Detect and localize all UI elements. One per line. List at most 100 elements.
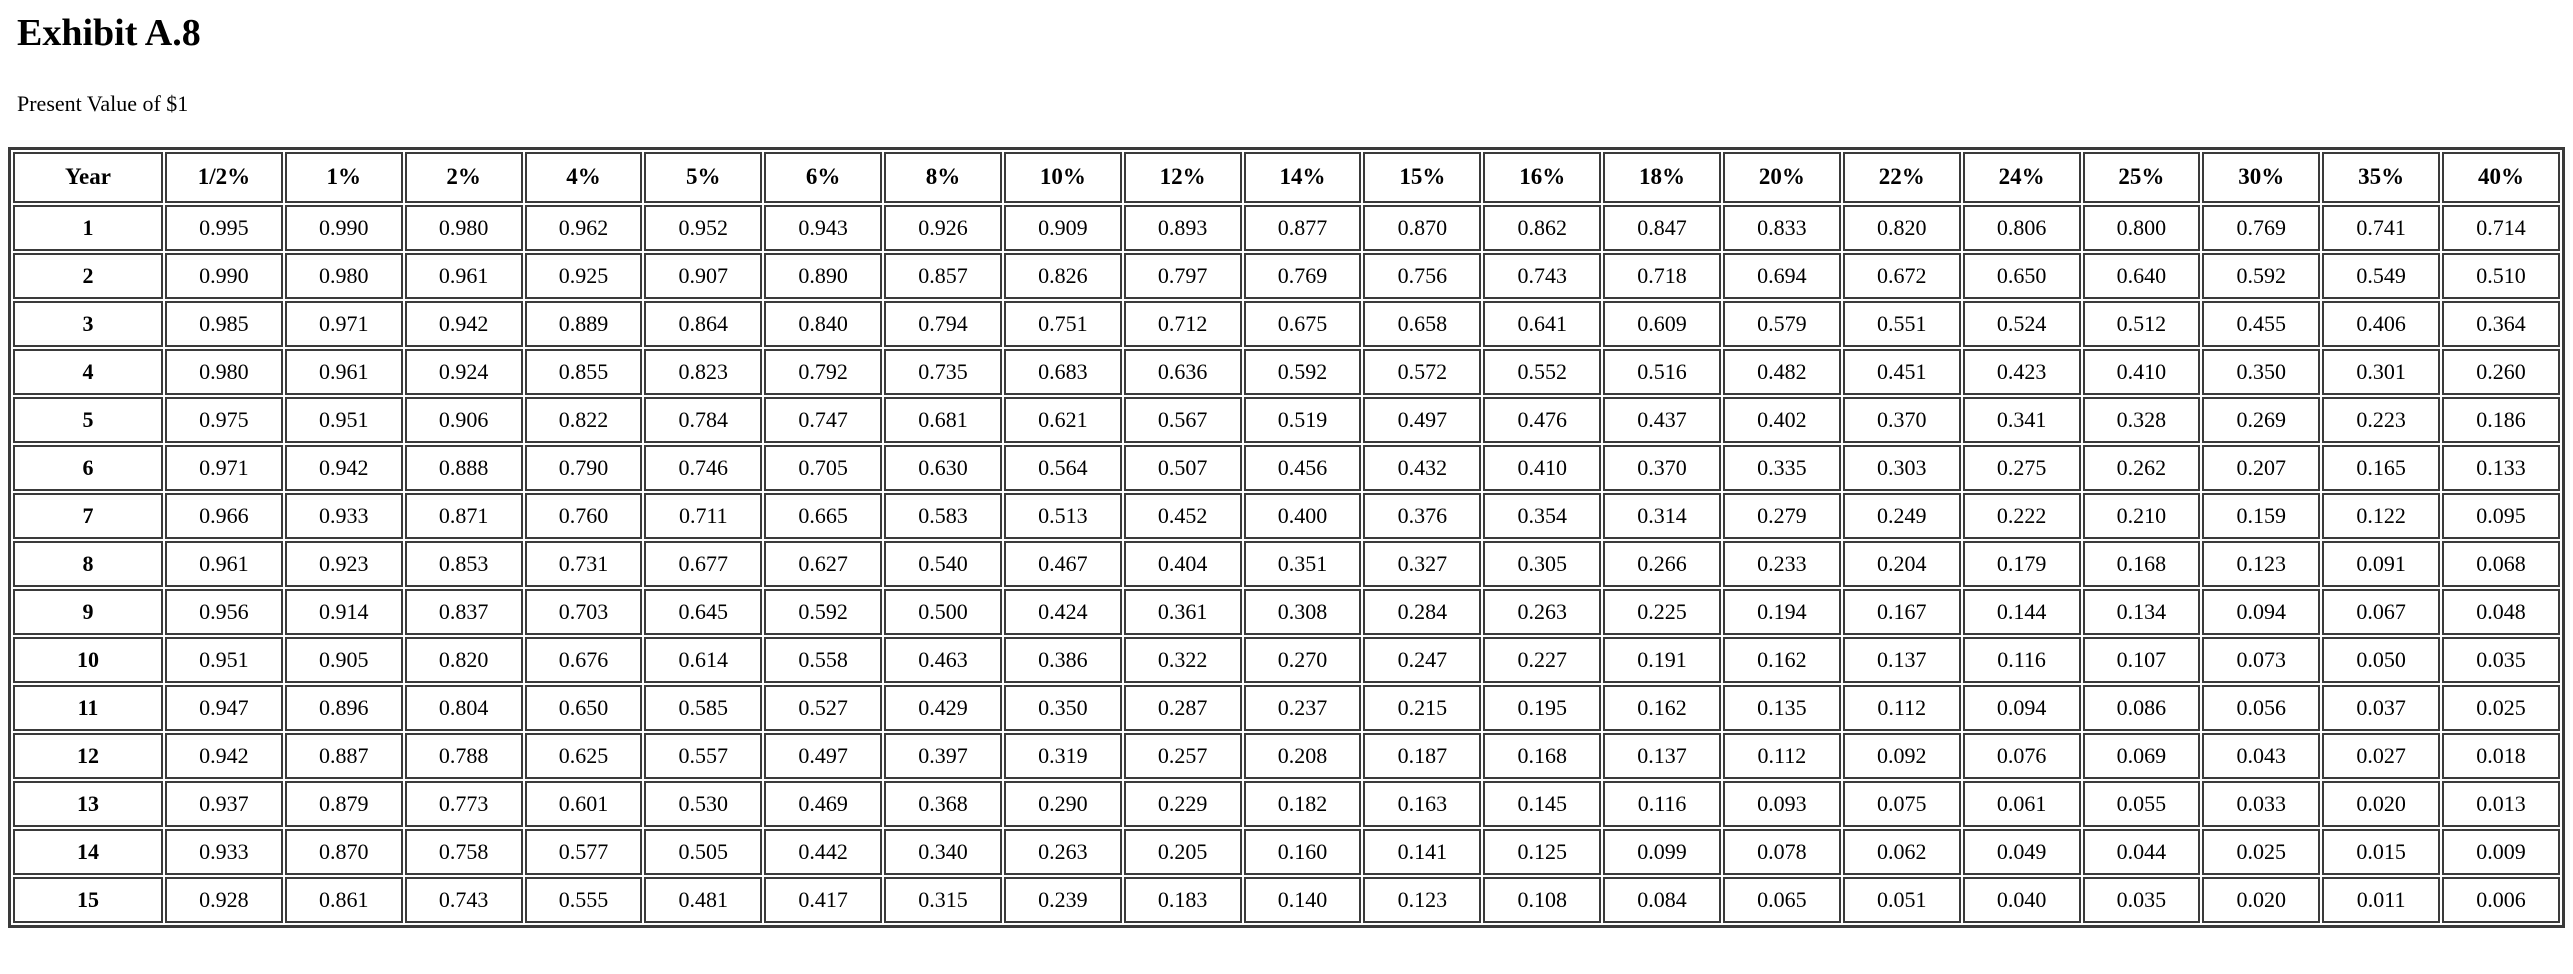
pv-factor-cell: 0.400 bbox=[1243, 492, 1362, 539]
table-row: 4 0.980 0.961 0.924 0.855 0.823 0.792 0.735 0.68… bbox=[13, 348, 2560, 395]
pv-factor-cell: 0.094 bbox=[2202, 588, 2321, 635]
pv-factor-cell: 0.746 bbox=[644, 444, 763, 491]
pv-factor-cell: 0.191 bbox=[1603, 636, 1721, 683]
pv-factor-cell: 0.305 bbox=[1483, 540, 1602, 587]
year-cell: 14 bbox=[13, 828, 163, 875]
table-row: 7 0.966 0.933 0.871 0.760 0.711 0.665 0.583 0.51… bbox=[13, 492, 2560, 539]
pv-factor-cell: 0.163 bbox=[1363, 780, 1482, 827]
pv-factor-cell: 0.376 bbox=[1363, 492, 1482, 539]
pv-factor-cell: 0.469 bbox=[764, 780, 883, 827]
pv-factor-cell: 0.476 bbox=[1483, 396, 1602, 443]
pv-factor-cell: 0.275 bbox=[1962, 444, 2081, 491]
pv-factor-cell: 0.249 bbox=[1842, 492, 1961, 539]
table-row: 8 0.961 0.923 0.853 0.731 0.677 0.627 0.540 0.46… bbox=[13, 540, 2560, 587]
pv-factor-cell: 0.055 bbox=[2082, 780, 2201, 827]
table-body: 1 0.995 0.990 0.980 0.962 0.952 0.943 0.926 0.90… bbox=[13, 204, 2560, 923]
pv-factor-cell: 0.677 bbox=[644, 540, 763, 587]
pv-factor-cell: 0.186 bbox=[2442, 396, 2560, 443]
present-value-table: Year 1/2% 1% 2% 4% 5% 6% 8% 10% 12% 14% 15% 16% 18% 20… bbox=[8, 146, 2565, 928]
pv-factor-cell: 0.928 bbox=[165, 876, 283, 923]
pv-factor-cell: 0.222 bbox=[1962, 492, 2081, 539]
pv-factor-cell: 0.025 bbox=[2442, 684, 2560, 731]
pv-factor-cell: 0.229 bbox=[1123, 780, 1242, 827]
pv-factor-cell: 0.123 bbox=[2202, 540, 2321, 587]
pv-factor-cell: 0.862 bbox=[1483, 204, 1602, 251]
pv-factor-cell: 0.134 bbox=[2082, 588, 2201, 635]
pv-factor-cell: 0.135 bbox=[1722, 684, 1841, 731]
pv-factor-cell: 0.640 bbox=[2082, 252, 2201, 299]
pv-factor-cell: 0.027 bbox=[2322, 732, 2441, 779]
pv-factor-cell: 0.207 bbox=[2202, 444, 2321, 491]
pv-factor-cell: 0.956 bbox=[165, 588, 283, 635]
pv-factor-cell: 0.870 bbox=[1363, 204, 1482, 251]
year-cell: 5 bbox=[13, 396, 163, 443]
pv-factor-cell: 0.751 bbox=[1003, 300, 1122, 347]
pv-factor-cell: 0.025 bbox=[2202, 828, 2321, 875]
year-cell: 9 bbox=[13, 588, 163, 635]
pv-factor-cell: 0.160 bbox=[1243, 828, 1362, 875]
pv-factor-cell: 0.006 bbox=[2442, 876, 2560, 923]
pv-factor-cell: 0.402 bbox=[1722, 396, 1841, 443]
pv-factor-cell: 0.519 bbox=[1243, 396, 1362, 443]
pv-factor-cell: 0.933 bbox=[165, 828, 283, 875]
column-header-rate: 12% bbox=[1123, 151, 1242, 203]
table-row: 9 0.956 0.914 0.837 0.703 0.645 0.592 0.500 0.42… bbox=[13, 588, 2560, 635]
pv-factor-cell: 0.069 bbox=[2082, 732, 2201, 779]
pv-factor-cell: 0.417 bbox=[764, 876, 883, 923]
pv-factor-cell: 0.645 bbox=[644, 588, 763, 635]
pv-factor-cell: 0.758 bbox=[404, 828, 523, 875]
pv-factor-cell: 0.636 bbox=[1123, 348, 1242, 395]
column-header-rate: 40% bbox=[2442, 151, 2560, 203]
pv-factor-cell: 0.432 bbox=[1363, 444, 1482, 491]
header-row: Year 1/2% 1% 2% 4% 5% 6% 8% 10% 12% 14% 15% 16% 18% 20… bbox=[13, 151, 2560, 203]
pv-factor-cell: 0.540 bbox=[884, 540, 1002, 587]
pv-factor-cell: 0.942 bbox=[165, 732, 283, 779]
table-row: 10 0.951 0.905 0.820 0.676 0.614 0.558 0.463 0.3… bbox=[13, 636, 2560, 683]
pv-factor-cell: 0.943 bbox=[764, 204, 883, 251]
pv-factor-cell: 0.871 bbox=[404, 492, 523, 539]
pv-factor-cell: 0.877 bbox=[1243, 204, 1362, 251]
pv-factor-cell: 0.879 bbox=[284, 780, 403, 827]
pv-factor-cell: 0.322 bbox=[1123, 636, 1242, 683]
pv-factor-cell: 0.350 bbox=[1003, 684, 1122, 731]
pv-factor-cell: 0.804 bbox=[404, 684, 523, 731]
pv-factor-cell: 0.162 bbox=[1603, 684, 1721, 731]
column-header-year: Year bbox=[13, 151, 163, 203]
pv-factor-cell: 0.270 bbox=[1243, 636, 1362, 683]
pv-factor-cell: 0.179 bbox=[1962, 540, 2081, 587]
pv-factor-cell: 0.122 bbox=[2322, 492, 2441, 539]
column-header-rate: 35% bbox=[2322, 151, 2441, 203]
pv-factor-cell: 0.065 bbox=[1722, 876, 1841, 923]
pv-factor-cell: 0.091 bbox=[2322, 540, 2441, 587]
pv-factor-cell: 0.404 bbox=[1123, 540, 1242, 587]
pv-factor-cell: 0.784 bbox=[644, 396, 763, 443]
pv-factor-cell: 0.676 bbox=[524, 636, 643, 683]
pv-factor-cell: 0.769 bbox=[1243, 252, 1362, 299]
pv-factor-cell: 0.864 bbox=[644, 300, 763, 347]
pv-factor-cell: 0.683 bbox=[1003, 348, 1122, 395]
pv-factor-cell: 0.887 bbox=[284, 732, 403, 779]
pv-factor-cell: 0.260 bbox=[2442, 348, 2560, 395]
table-row: 6 0.971 0.942 0.888 0.790 0.746 0.705 0.630 0.56… bbox=[13, 444, 2560, 491]
pv-factor-cell: 0.500 bbox=[884, 588, 1002, 635]
pv-factor-cell: 0.094 bbox=[1962, 684, 2081, 731]
pv-factor-cell: 0.510 bbox=[2442, 252, 2560, 299]
pv-factor-cell: 0.650 bbox=[524, 684, 643, 731]
pv-factor-cell: 0.788 bbox=[404, 732, 523, 779]
pv-factor-cell: 0.279 bbox=[1722, 492, 1841, 539]
pv-factor-cell: 0.551 bbox=[1842, 300, 1961, 347]
pv-factor-cell: 0.951 bbox=[165, 636, 283, 683]
pv-factor-cell: 0.923 bbox=[284, 540, 403, 587]
pv-factor-cell: 0.583 bbox=[884, 492, 1002, 539]
pv-factor-cell: 0.627 bbox=[764, 540, 883, 587]
pv-factor-cell: 0.790 bbox=[524, 444, 643, 491]
pv-factor-cell: 0.086 bbox=[2082, 684, 2201, 731]
pv-factor-cell: 0.095 bbox=[2442, 492, 2560, 539]
pv-factor-cell: 0.137 bbox=[1842, 636, 1961, 683]
pv-factor-cell: 0.769 bbox=[2202, 204, 2321, 251]
pv-factor-cell: 0.303 bbox=[1842, 444, 1961, 491]
pv-factor-cell: 0.567 bbox=[1123, 396, 1242, 443]
pv-factor-cell: 0.592 bbox=[764, 588, 883, 635]
pv-factor-cell: 0.140 bbox=[1243, 876, 1362, 923]
pv-factor-cell: 0.806 bbox=[1962, 204, 2081, 251]
